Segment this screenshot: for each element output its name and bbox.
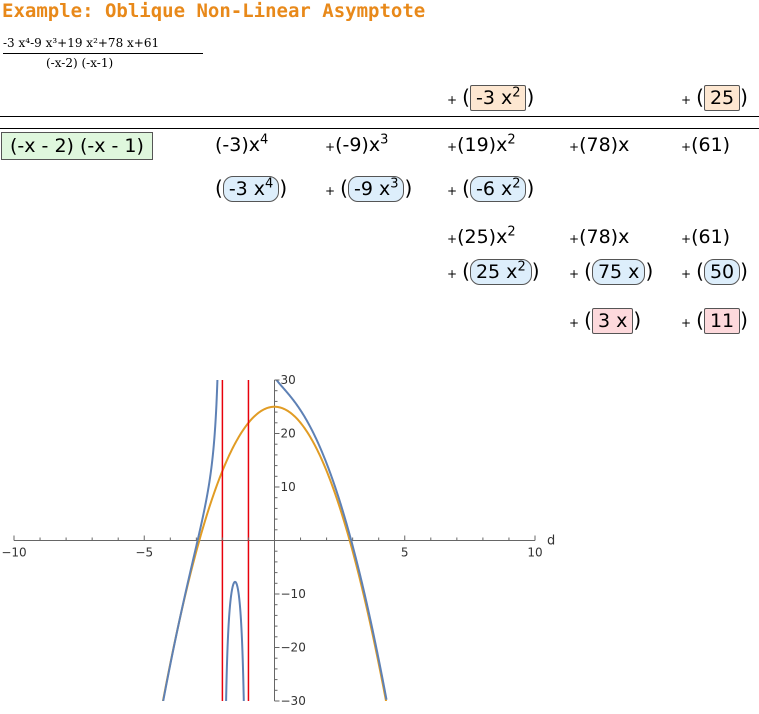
remainder-term-x1: + (3 x) [569,308,642,334]
x-tick-label: 5 [401,546,409,560]
remainder-1-term-x1: +(78)x [569,226,630,248]
remainder-1-term-x2: +(25)x2 [447,224,516,248]
division-bar [0,128,759,129]
page-title: Example: Oblique Non-Linear Asymptote [2,0,426,22]
dividend-term-x4: (-3)x4 [215,132,269,156]
y-tick-label: 20 [281,427,296,441]
remainder-term-x0: + (11) [681,308,748,334]
expression-denominator: (-x-2) (-x-1) [46,56,114,70]
y-tick-label: −30 [281,694,306,708]
y-tick-label: −20 [281,641,306,655]
subtract-2-term-x2: + (25 x2) [447,259,540,285]
rational-function-branch-right [275,380,388,700]
dividend-term-x0: +(61) [681,134,731,156]
quotient-term-1: + (-3 x2) [447,85,535,111]
divisor: (-x - 2) (-x - 1) [1,132,153,160]
divider-top [0,116,759,117]
plot-ticks: −10 −5 5 10 30 20 10 −10 −20 −30 [1,373,542,708]
asymptote-plot: −10 −5 5 10 30 20 10 −10 −20 −30 d [1,373,555,708]
rational-function-branch-left [162,380,219,701]
expression-numerator: -3 x⁴-9 x³+19 x²+78 x+61 [3,36,160,50]
rational-function-branch-middle [225,580,245,701]
dividend-term-x2: +(19)x2 [447,132,516,156]
y-tick-label: −10 [281,587,306,601]
subtract-1-term-x3: + (-9 x3) [325,176,413,202]
quotient-term-2: + (25) [681,85,748,111]
subtract-2-term-x0: + (50) [681,259,748,285]
y-tick-label: 30 [281,373,296,387]
dividend-term-x1: +(78)x [569,134,630,156]
subtract-2-term-x1: + (75 x) [569,259,654,285]
fraction-bar [3,53,203,54]
x-tick-label: −5 [135,546,153,560]
y-tick-label: 10 [281,480,296,494]
subtract-1-term-x2: + (-6 x2) [447,176,535,202]
x-axis-label: d [547,534,555,549]
subtract-1-term-x4: (-3 x4) [215,176,288,202]
dividend-term-x3: +(-9)x3 [325,132,389,156]
remainder-1-term-x0: +(61) [681,226,731,248]
x-tick-label: 10 [527,546,542,560]
quadratic-asymptote-curve [161,405,388,701]
x-tick-label: −10 [1,546,26,560]
